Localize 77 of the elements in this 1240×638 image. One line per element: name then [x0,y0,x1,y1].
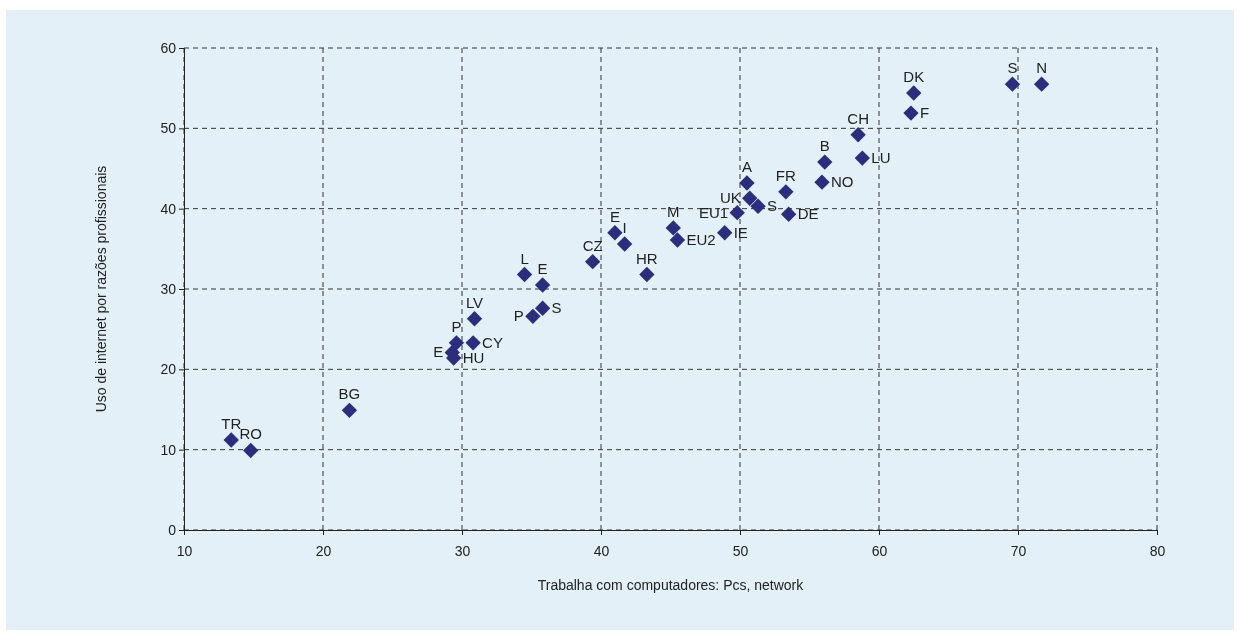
x-tick-label: 70 [1010,543,1027,560]
x-tick-label: 60 [871,543,888,560]
y-tick-label: 10 [160,441,177,458]
point [817,154,833,170]
x-tick-label: 30 [454,543,471,560]
data-label: B [819,137,830,155]
point [223,432,239,448]
x-tick-label: 40 [593,543,610,560]
data-label: P [451,317,462,335]
point [448,335,465,351]
point [739,175,755,191]
point [607,225,623,241]
data-label: E [537,259,548,277]
point [717,225,733,241]
point [466,311,483,327]
y-tick-label: 30 [160,280,177,297]
point [665,220,681,236]
data-label: E [609,207,620,225]
data-label: E [433,343,444,361]
data-label: S [1007,59,1018,77]
data-label: M [667,202,680,220]
y-tick-label: 40 [160,200,177,217]
y-tick-label: 60 [160,39,177,56]
y-tick-label: 0 [168,521,177,538]
point [516,266,533,283]
point [778,184,794,200]
x-tick-label: 50 [732,543,749,560]
y-axis-title: Uso de internet por razões profissionais [93,165,109,413]
point [243,442,259,459]
point [742,190,758,206]
point [814,174,830,190]
data-label: N [1036,59,1048,77]
data-label: DK [903,67,925,85]
data-label: EU2 [686,231,716,248]
data-label: A [741,157,752,175]
point [903,105,919,121]
data-label: CZ [582,236,603,254]
data-label: L [520,249,529,267]
x-axis-title: Trabalha com computadores: Pcs, network [537,577,805,593]
data-label: NO [831,173,854,191]
x-tick-label: 80 [1149,543,1166,560]
point [341,402,358,418]
point [669,232,686,248]
point [1033,76,1050,92]
point [465,335,481,351]
point [616,236,633,252]
data-label: HU [462,349,485,367]
data-label: LU [871,149,891,167]
point [1004,76,1021,92]
data-label: CH [847,109,869,127]
data-label: FR [775,166,797,184]
x-tick-label: 10 [176,543,193,560]
point [584,254,601,270]
data-label: F [919,104,930,122]
point [534,277,551,293]
point [750,198,766,214]
y-tick-label: 20 [160,361,177,378]
point [534,300,551,316]
y-tick-label: 50 [160,120,177,137]
data-label: S [551,299,562,317]
data-label: DE [797,205,819,223]
point [729,205,745,221]
data-label: HR [636,249,658,267]
point [525,308,541,324]
data-label: LV [465,293,484,311]
data-label: S [767,197,778,215]
data-label: I [622,219,627,237]
point [639,266,655,283]
data-label: P [513,307,524,325]
point [906,85,922,101]
point [780,206,797,222]
point [854,150,870,166]
data-label: IE [733,223,748,241]
data-label: CY [482,333,503,351]
point [850,127,866,143]
x-tick-label: 20 [315,543,332,560]
data-label: BG [338,385,361,403]
